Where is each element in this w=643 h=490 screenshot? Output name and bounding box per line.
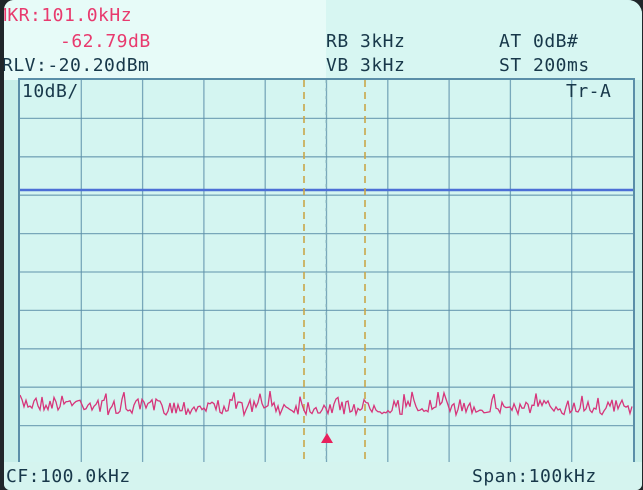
sweep-time-readout: ST 200ms <box>499 55 590 76</box>
footer-bar <box>4 462 642 490</box>
center-frequency-readout: CF:100.0kHz <box>6 466 131 487</box>
marker-level-readout: -62.79dB <box>60 31 151 52</box>
header-left-panel <box>4 0 326 80</box>
attenuation-readout: AT 0dB# <box>499 31 579 52</box>
vbw-readout: VB 3kHz <box>326 55 406 76</box>
rbw-readout: RB 3kHz <box>326 31 406 52</box>
marker-triangle <box>321 433 333 443</box>
reference-level-readout: RLV:-20.20dBm <box>4 55 150 76</box>
trace-label: Tr-A <box>566 81 612 102</box>
marker-frequency-readout: MKR:101.0kHz <box>4 5 133 26</box>
graticule-svg <box>19 80 633 464</box>
noise-trace <box>19 390 633 418</box>
span-readout: Span:100kHz <box>472 466 597 487</box>
header-right-panel <box>326 0 642 80</box>
analyzer-screen: MKR:101.0kHz -62.79dB RLV:-20.20dBm RB 3… <box>4 0 642 490</box>
graticule: 10dB/ Tr-A <box>18 78 635 466</box>
scale-label: 10dB/ <box>22 81 79 102</box>
